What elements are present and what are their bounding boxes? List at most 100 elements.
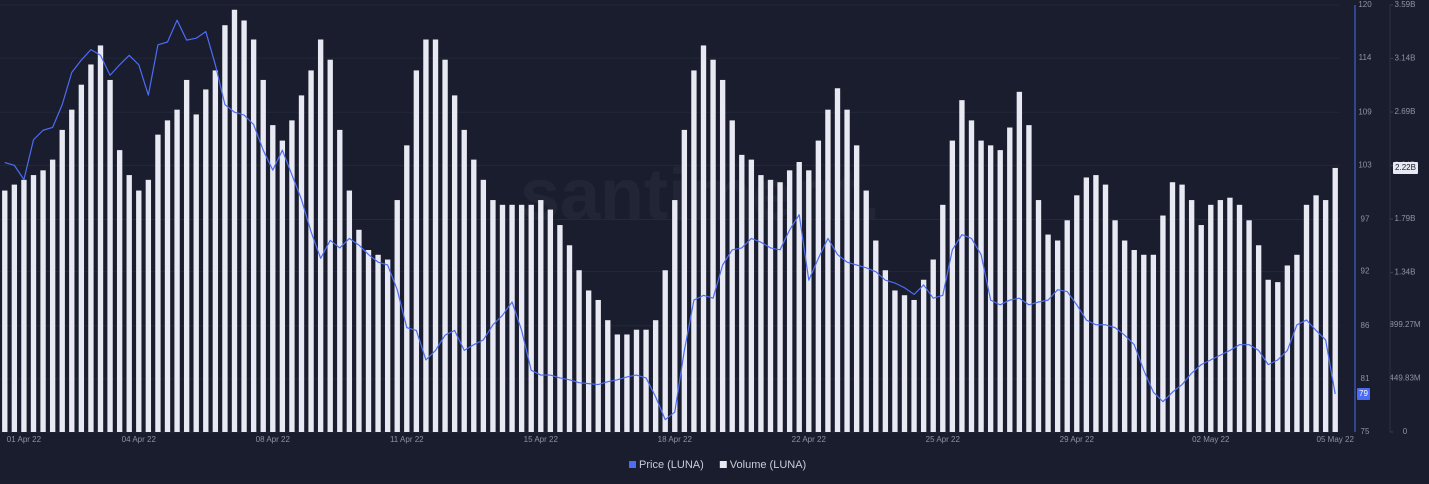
- x-tick-label: 15 Apr 22: [524, 435, 559, 444]
- volume-bar: [155, 134, 161, 432]
- volume-bar: [968, 120, 975, 432]
- volume-bar: [21, 179, 27, 432]
- volume-bar: [1332, 167, 1338, 432]
- volume-bar: [863, 190, 869, 432]
- current-volume-badge: [1393, 161, 1418, 174]
- volume-bar: [1255, 245, 1262, 432]
- volume-bar: [796, 162, 802, 432]
- volume-bar: [1188, 200, 1195, 432]
- volume-bar: [614, 334, 621, 432]
- y2-tick-label: 3.14B: [1395, 54, 1416, 63]
- volume-bar: [1112, 220, 1118, 432]
- volume-bar: [920, 279, 927, 432]
- legend-swatch: [719, 461, 727, 468]
- volume-bar: [710, 59, 716, 432]
- volume-bar: [1265, 279, 1271, 432]
- volume-bar: [1035, 200, 1042, 432]
- volume-bar: [97, 45, 104, 432]
- volume-bar: [509, 204, 515, 432]
- volume-bar: [1007, 127, 1013, 432]
- volume-bar: [1026, 125, 1032, 432]
- x-tick-label: 02 May 22: [1192, 435, 1230, 444]
- volume-bar: [222, 25, 228, 432]
- y-tick-label: 75: [1361, 427, 1370, 436]
- volume-bar: [1198, 225, 1204, 432]
- volume-bar: [490, 200, 496, 432]
- volume-bar: [767, 179, 774, 432]
- volume-bar: [164, 120, 171, 432]
- volume-bar: [384, 259, 391, 432]
- volume-bar: [480, 179, 487, 432]
- volume-bar: [911, 299, 917, 432]
- volume-bar: [49, 159, 56, 432]
- volume-bar: [777, 182, 783, 432]
- y2-tick-label: 449.83M: [1389, 374, 1420, 383]
- volume-bar: [1313, 195, 1319, 432]
- x-tick-label: 05 May 22: [1317, 435, 1355, 444]
- volume-bar: [605, 320, 611, 432]
- volume-bar: [672, 200, 678, 432]
- volume-bar: [1150, 254, 1157, 432]
- volume-bar: [940, 204, 946, 432]
- current-price-badge: [1357, 388, 1370, 401]
- volume-bar: [1160, 215, 1166, 432]
- volume-bar: [547, 209, 554, 432]
- x-tick-label: 18 Apr 22: [658, 435, 693, 444]
- volume-bar: [2, 190, 8, 432]
- volume-bar: [844, 109, 850, 433]
- volume-bar: [1102, 184, 1109, 432]
- y2-tick-label: 0: [1403, 427, 1408, 436]
- volume-bar: [786, 170, 793, 433]
- volume-bar: [1131, 250, 1137, 432]
- y-tick-label: 114: [1359, 53, 1372, 62]
- volume-bar: [270, 125, 276, 432]
- volume-bar: [1045, 234, 1051, 432]
- volume-bar: [11, 184, 18, 432]
- volume-bar: [394, 200, 400, 432]
- y-tick-label: 81: [1361, 374, 1370, 383]
- volume-bar: [1141, 254, 1147, 432]
- volume-bar: [978, 140, 984, 432]
- volume-bar: [815, 140, 822, 432]
- y2-tick-label: 899.27M: [1389, 320, 1420, 329]
- x-tick-label: 22 Apr 22: [792, 435, 827, 444]
- volume-bar: [758, 175, 764, 432]
- volume-bar: [959, 100, 965, 433]
- volume-bar: [203, 89, 209, 432]
- volume-bar: [729, 120, 735, 432]
- volume-bar: [1236, 204, 1243, 432]
- volume-bar: [346, 190, 353, 432]
- volume-bar: [308, 70, 314, 433]
- legend-label: Price (LUNA): [639, 459, 704, 471]
- y-tick-label: 120: [1358, 0, 1372, 9]
- volume-bar: [834, 88, 841, 432]
- volume-bar: [1093, 175, 1099, 432]
- volume-bar: [1121, 240, 1128, 432]
- volume-bar: [557, 225, 563, 432]
- volume-bar: [681, 129, 688, 432]
- volume-bar: [1217, 200, 1224, 432]
- volume-bar: [451, 95, 458, 433]
- x-tick-label: 01 Apr 22: [7, 435, 42, 444]
- volume-bar: [719, 79, 726, 432]
- volume-bar: [365, 250, 372, 432]
- volume-bar: [375, 254, 381, 432]
- y2-tick-label: 1.34B: [1395, 268, 1416, 277]
- x-tick-label: 08 Apr 22: [256, 435, 291, 444]
- volume-bar: [1294, 254, 1300, 432]
- volume-bar: [59, 129, 65, 432]
- volume-bar: [1303, 204, 1310, 432]
- volume-bar: [40, 170, 46, 433]
- volume-bar: [250, 39, 257, 432]
- volume-bar: [662, 270, 668, 432]
- volume-bar: [260, 79, 266, 432]
- volume-bar: [88, 64, 94, 432]
- volume-bar: [949, 140, 956, 432]
- volume-bar: [538, 200, 544, 432]
- volume-bar: [183, 79, 190, 432]
- volume-bar: [107, 79, 113, 432]
- volume-bar: [423, 39, 429, 432]
- volume-bar: [279, 140, 286, 432]
